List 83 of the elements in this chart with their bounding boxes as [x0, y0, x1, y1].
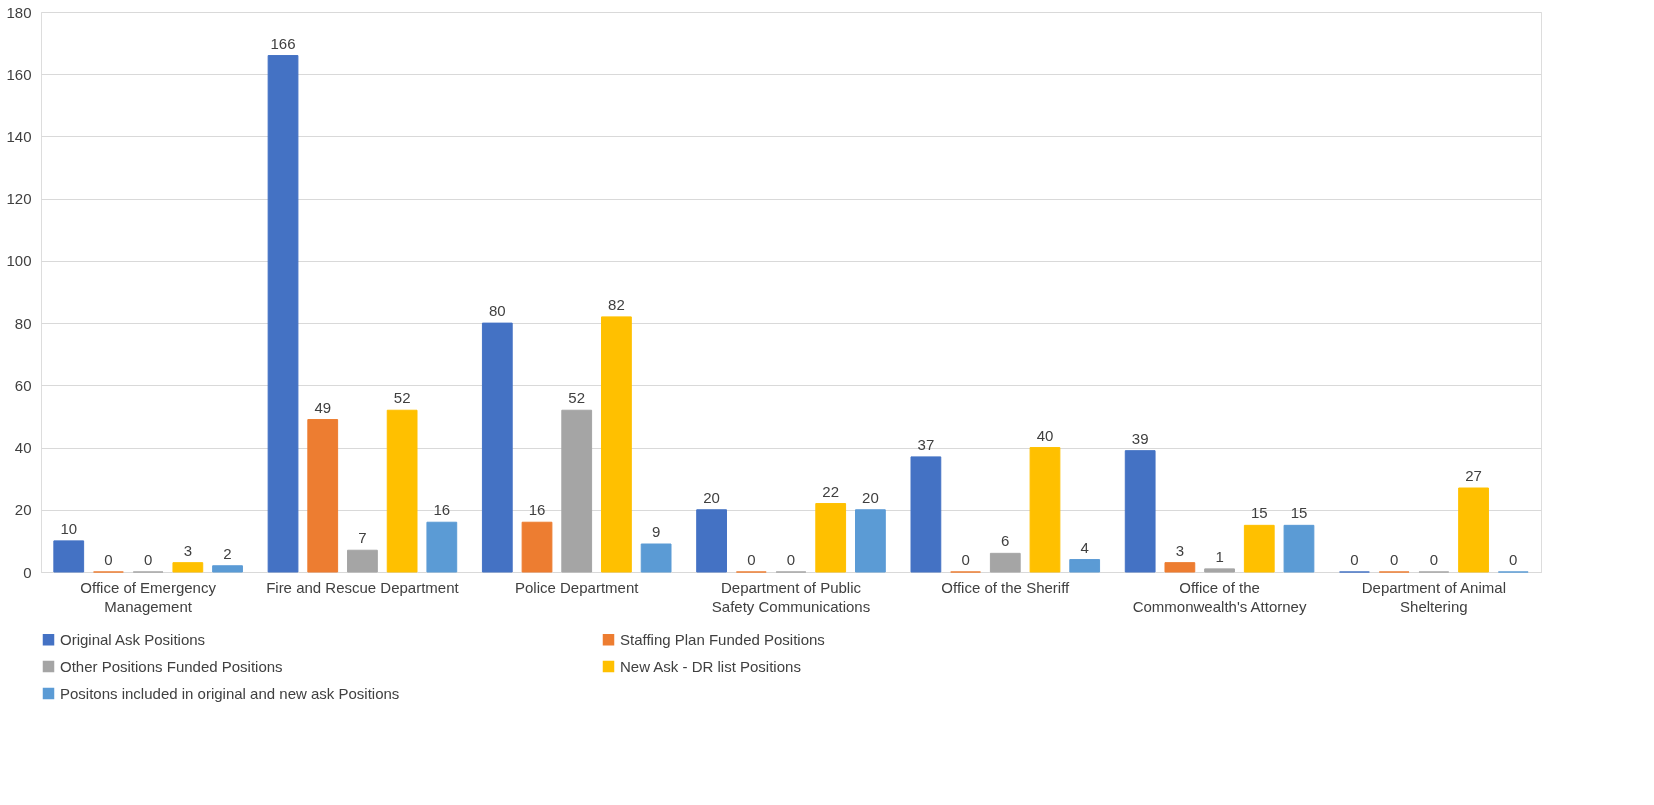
data-label: 37 — [917, 435, 935, 453]
bar — [910, 456, 942, 573]
data-label: 0 — [1509, 551, 1518, 568]
legend-label: New Ask - DR list Positions — [620, 657, 801, 675]
data-label: 22 — [822, 482, 840, 500]
bar — [1029, 447, 1061, 573]
bar — [1164, 562, 1196, 573]
bar — [521, 521, 553, 573]
data-label: 82 — [608, 295, 625, 313]
bar — [561, 409, 593, 573]
y-tick-label: 100 — [6, 252, 32, 270]
data-label: 9 — [651, 523, 661, 540]
bar — [481, 322, 513, 573]
bar — [347, 549, 378, 573]
data-label: 0 — [143, 551, 153, 568]
x-tick-label: Office of Emergency Management — [80, 578, 217, 615]
legend-label: Original Ask Positions — [60, 630, 206, 648]
bar — [1458, 487, 1489, 573]
data-label: 0 — [1350, 551, 1359, 568]
data-label: 49 — [314, 398, 332, 416]
data-label: 39 — [1131, 429, 1149, 447]
bar — [1069, 559, 1101, 573]
data-label: 4 — [1080, 538, 1089, 556]
bar — [1124, 450, 1156, 573]
x-tick-label: Police Department — [515, 578, 640, 596]
data-label: 16 — [528, 501, 546, 519]
data-label: 52 — [393, 389, 411, 407]
y-tick-label: 180 — [6, 3, 32, 21]
data-label: 15 — [1250, 504, 1268, 522]
bar — [640, 543, 672, 573]
data-label: 0 — [104, 551, 113, 568]
bar — [1204, 568, 1235, 573]
bar — [989, 552, 1021, 573]
bar — [212, 565, 243, 573]
y-tick-label: 0 — [23, 563, 32, 581]
data-label: 166 — [270, 34, 296, 52]
data-label: 80 — [488, 302, 506, 320]
y-tick-label: 40 — [14, 439, 32, 457]
data-label: 1 — [1215, 547, 1224, 565]
data-label: 20 — [703, 488, 720, 506]
bar — [53, 540, 85, 573]
y-tick-label: 60 — [14, 376, 32, 394]
legend-label: Positons included in original and new ask Positions — [60, 684, 400, 702]
bar — [815, 503, 847, 573]
bar — [855, 509, 886, 573]
legend-label: Other Positions Funded Positions — [60, 657, 283, 675]
bar — [696, 509, 727, 573]
bar — [601, 316, 632, 573]
x-tick-label: Department of Animal Sheltering — [1361, 578, 1506, 615]
data-label: 10 — [60, 519, 78, 537]
data-label: 2 — [223, 544, 232, 562]
data-label: 0 — [747, 551, 756, 568]
data-label: 7 — [358, 529, 367, 547]
data-label: 15 — [1290, 504, 1308, 522]
x-tick-label: Office of the Commonwealth's Attorney — [1132, 578, 1307, 615]
y-tick-label: 120 — [6, 190, 32, 208]
x-tick-label: Fire and Rescue Department — [266, 578, 460, 596]
data-label: 20 — [862, 488, 879, 506]
bar — [307, 419, 339, 573]
data-label: 0 — [961, 551, 970, 568]
data-label: 16 — [433, 501, 451, 519]
bar — [267, 55, 299, 573]
data-label: 0 — [1389, 551, 1399, 568]
bar — [386, 409, 418, 573]
x-tick-label: Department of Public Safety Communications — [711, 578, 871, 615]
y-tick-label: 160 — [6, 65, 32, 83]
data-label: 40 — [1036, 426, 1054, 444]
data-label: 27 — [1465, 467, 1482, 484]
bar — [172, 562, 204, 573]
y-tick-label: 20 — [14, 501, 32, 519]
y-tick-label: 140 — [6, 127, 32, 145]
data-label: 52 — [568, 389, 586, 407]
data-label: 0 — [1429, 551, 1439, 568]
bar — [1243, 524, 1275, 573]
data-label: 6 — [1001, 532, 1010, 550]
legend-label: Staffing Plan Funded Positions — [620, 630, 825, 648]
bar — [426, 521, 458, 573]
bar — [1283, 524, 1315, 573]
y-tick-label: 80 — [14, 314, 32, 332]
data-label: 3 — [183, 541, 193, 559]
x-tick-label: Office of the Sheriff — [941, 578, 1071, 596]
data-label: 0 — [786, 551, 796, 568]
data-label: 3 — [1175, 541, 1185, 559]
